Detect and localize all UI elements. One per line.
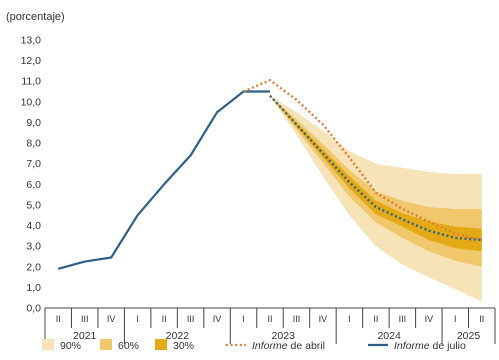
quarter-label: II bbox=[479, 314, 484, 324]
quarter-label: II bbox=[56, 314, 61, 324]
quarter-label: I bbox=[348, 314, 351, 324]
y-tick-label: 13,0 bbox=[21, 35, 42, 47]
year-label: 2021 bbox=[73, 330, 97, 342]
fan-bands bbox=[270, 95, 482, 302]
y-tick-label: 10,0 bbox=[21, 96, 42, 108]
legend-label: 60% bbox=[118, 340, 139, 352]
legend-label: Informe de julio bbox=[394, 340, 466, 352]
legend-label-rest: de abril bbox=[288, 340, 325, 352]
y-tick-label: 9,0 bbox=[26, 117, 41, 129]
fan-band-30pct bbox=[270, 95, 482, 252]
series-line-2 bbox=[269, 94, 482, 242]
quarter-label: II bbox=[162, 314, 167, 324]
y-tick-label: 6,0 bbox=[26, 179, 41, 191]
y-tick-label: 0,0 bbox=[26, 303, 41, 315]
y-tick-label: 7,0 bbox=[26, 158, 41, 170]
legend-label: Informe de abril bbox=[252, 340, 325, 352]
legend-swatch bbox=[42, 339, 54, 350]
axes: 0,0 1,0 2,0 3,0 4,0 5,0 6,0 7,0 8,0 9,0 10,0 11,0 12… bbox=[21, 35, 496, 344]
quarter-label: III bbox=[187, 314, 195, 324]
quarter-label: I bbox=[136, 314, 139, 324]
legend-label-em: Informe bbox=[252, 340, 288, 352]
quarter-label: I bbox=[242, 314, 245, 324]
series-line-1 bbox=[243, 78, 483, 242]
series-line-0 bbox=[57, 90, 270, 270]
y-tick-label: 5,0 bbox=[26, 199, 41, 211]
year-label: 2023 bbox=[272, 330, 296, 342]
y-tick-label: 1,0 bbox=[26, 282, 41, 294]
y-tick-label: 2,0 bbox=[26, 261, 41, 273]
quarter-label: II bbox=[373, 314, 378, 324]
quarter-label: IV bbox=[107, 314, 116, 324]
series-lines bbox=[57, 78, 483, 270]
year-label: 2022 bbox=[166, 330, 190, 342]
y-tick-label: 12,0 bbox=[21, 55, 42, 67]
legend-label-rest: de julio bbox=[430, 340, 466, 352]
y-tick-label: 8,0 bbox=[26, 138, 41, 150]
quarter-label: III bbox=[293, 314, 301, 324]
quarter-label: I bbox=[454, 314, 457, 324]
year-label: 2025 bbox=[457, 330, 481, 342]
legend-label: 90% bbox=[60, 340, 81, 352]
quarter-label: IV bbox=[319, 314, 328, 324]
legend-label: 30% bbox=[173, 340, 194, 352]
legend-swatch bbox=[100, 339, 112, 350]
quarter-label: IV bbox=[213, 314, 222, 324]
y-tick-label: 3,0 bbox=[26, 241, 41, 253]
quarter-label: III bbox=[399, 314, 407, 324]
year-label: 2024 bbox=[377, 330, 401, 342]
unit-label: (porcentaje) bbox=[6, 11, 65, 23]
quarter-label: III bbox=[81, 314, 89, 324]
quarter-label: IV bbox=[425, 314, 434, 324]
y-tick-label: 4,0 bbox=[26, 220, 41, 232]
quarter-label: II bbox=[267, 314, 272, 324]
y-tick-label: 11,0 bbox=[21, 76, 41, 88]
legend: 90% 60% 30% Informe de abril Informe de juli… bbox=[42, 339, 466, 352]
legend-label-em: Informe bbox=[394, 340, 430, 352]
legend-swatch bbox=[155, 339, 167, 350]
